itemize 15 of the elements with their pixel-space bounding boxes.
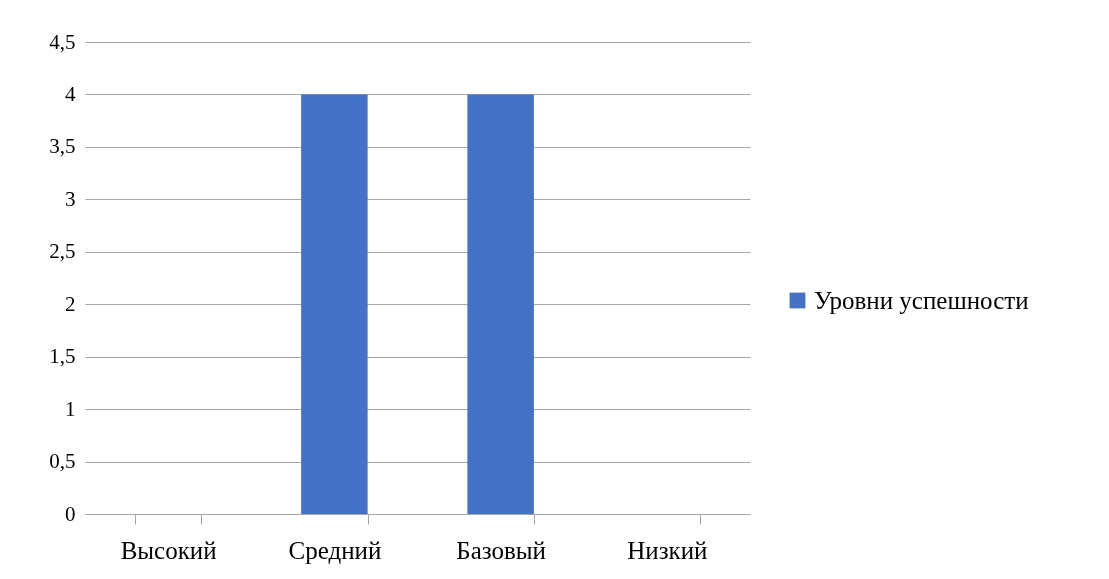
y-tick-label: 0 bbox=[65, 501, 76, 526]
legend-label: Уровни успешности bbox=[814, 286, 1029, 314]
y-tick-label: 4 bbox=[65, 81, 76, 106]
y-tick-label: 2 bbox=[65, 291, 76, 316]
y-tick-label: 1 bbox=[65, 396, 76, 421]
y-tick-label: 0,5 bbox=[49, 449, 76, 474]
y-tick-label: 3,5 bbox=[49, 134, 76, 159]
x-tick-label: Низкий bbox=[627, 536, 708, 564]
y-tick-label: 4,5 bbox=[49, 29, 76, 54]
y-tick-label: 3 bbox=[65, 186, 76, 211]
x-tick-label: Высокий bbox=[120, 536, 217, 564]
y-tick-label: 2,5 bbox=[49, 239, 76, 264]
y-tick-label: 1,5 bbox=[49, 344, 76, 369]
x-tick-label: Средний bbox=[288, 536, 382, 564]
x-tick-label: Базовый bbox=[456, 536, 546, 564]
